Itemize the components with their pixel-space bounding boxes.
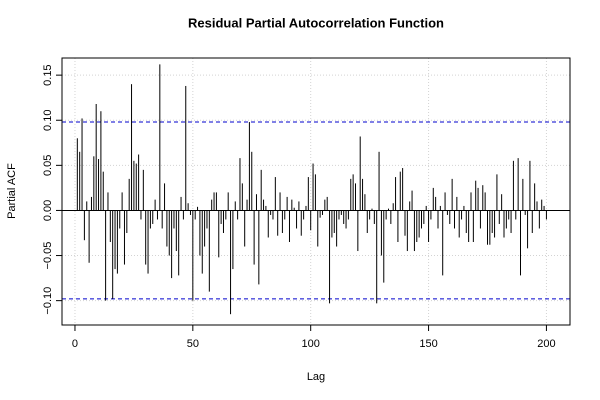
- chart-title: Residual Partial Autocorrelation Functio…: [188, 15, 444, 30]
- x-tick-label: 100: [302, 338, 320, 350]
- x-tick-label: 200: [537, 338, 555, 350]
- y-tick-label: 0.15: [42, 64, 54, 85]
- plot-frame: [61, 57, 571, 326]
- x-tick-label: 50: [187, 338, 199, 350]
- y-tick-label: −0.10: [42, 287, 54, 315]
- x-tick-label: 0: [72, 338, 78, 350]
- x-tick-label: 150: [419, 338, 437, 350]
- y-tick-label: 0.00: [42, 200, 54, 221]
- y-tick-label: 0.05: [42, 155, 54, 176]
- x-axis-label: Lag: [307, 371, 325, 383]
- y-tick-label: 0.10: [42, 110, 54, 131]
- y-tick-label: −0.05: [42, 242, 54, 270]
- y-axis-label: Partial ACF: [6, 163, 18, 219]
